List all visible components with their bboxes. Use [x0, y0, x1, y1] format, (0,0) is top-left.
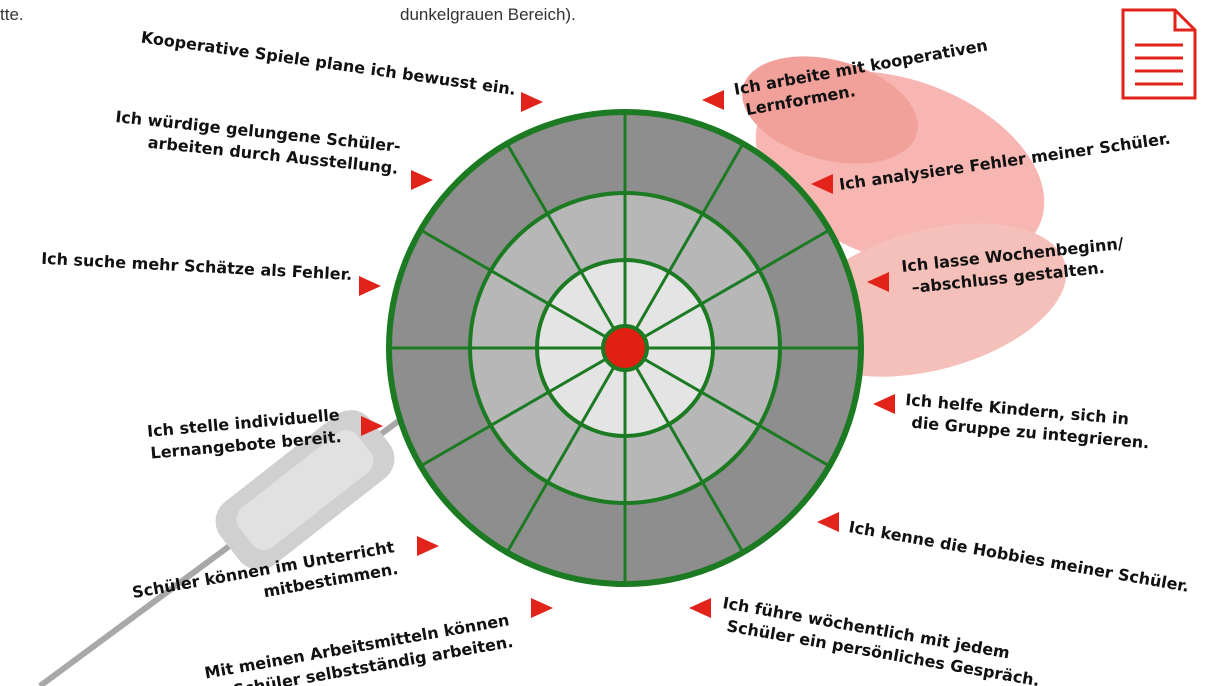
document-icon[interactable]	[1123, 10, 1195, 98]
dartboard	[389, 112, 861, 584]
worksheet: tte. dunkelgrauen Bereich). Kooperative …	[0, 0, 1210, 686]
statement-text: Ich suche mehr Schätze als Fehler.	[41, 249, 353, 284]
arrow	[702, 90, 724, 110]
arrow	[411, 170, 433, 190]
arrow	[531, 598, 553, 618]
statement: Ich kenne die Hobbies meiner Schüler.	[847, 517, 1190, 596]
arrow	[689, 598, 711, 618]
statement-text: Kooperative Spiele plane ich bewusst ein…	[140, 27, 517, 98]
arrow	[359, 276, 381, 296]
statement: Mit meinen Arbeitsmitteln könnenSchüler …	[203, 610, 514, 686]
arrow	[521, 92, 543, 112]
arrow	[817, 512, 839, 532]
arrow	[873, 394, 895, 414]
statement: Ich würdige gelungene Schüler-arbeiten d…	[112, 107, 401, 178]
header-fragment: dunkelgrauen Bereich).	[400, 5, 576, 24]
statement: Kooperative Spiele plane ich bewusst ein…	[140, 27, 517, 98]
header-fragment: tte.	[0, 5, 24, 24]
statement-text: Ich kenne die Hobbies meiner Schüler.	[847, 517, 1190, 596]
statement: Ich suche mehr Schätze als Fehler.	[41, 249, 353, 284]
arrow	[417, 536, 439, 556]
